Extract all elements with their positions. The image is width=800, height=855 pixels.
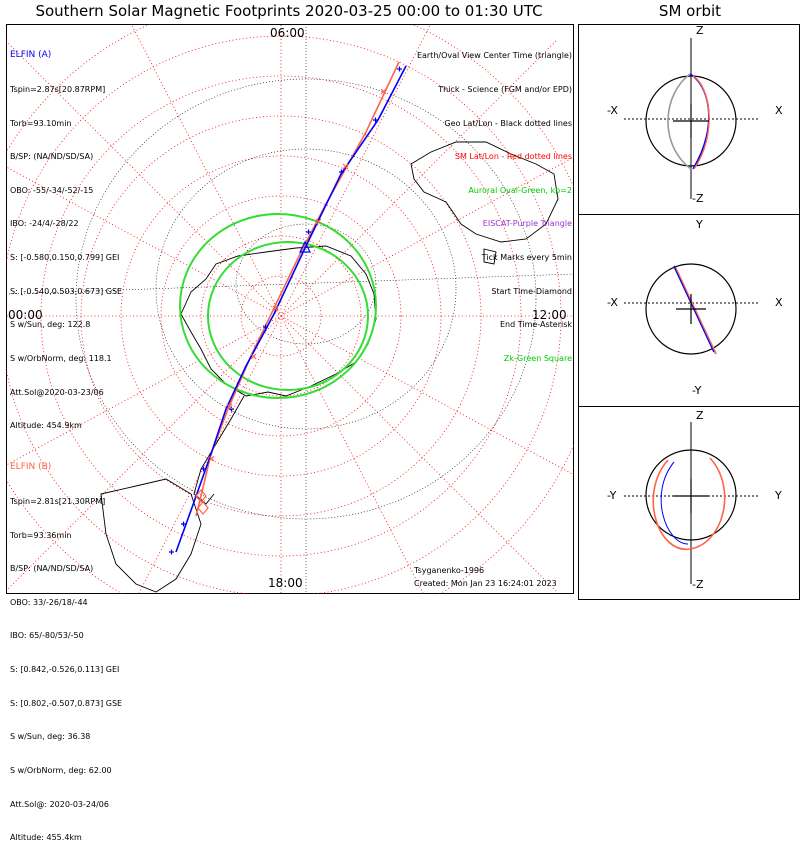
elfin-a-line: S: [-0.580,0.150,0.799] GEI [10, 253, 120, 263]
orbit-divider-2 [578, 406, 800, 407]
orbit3-bottom-label: -Z [692, 578, 704, 591]
map-legend: Earth/Oval View Center Time (triangle) T… [417, 28, 572, 375]
elfin-b-line: OBO: 33/-26/18/-44 [10, 597, 88, 607]
elfin-a-line: Att.Sol@2020-03-23/06 [10, 387, 104, 397]
elfin-b-line: S w/Sun, deg: 36.38 [10, 732, 91, 742]
elfin-a-line: Torb=93.10min [10, 118, 72, 128]
orbit3-right-label: Y [775, 489, 782, 502]
elfin-a-line: OBO: -55/-34/-52/-15 [10, 185, 94, 195]
elfin-a-view-center-triangle [299, 240, 311, 253]
orbit-panel-xy [624, 263, 758, 355]
legend-item: Tick Marks every 5min [481, 253, 572, 263]
orbit2-top-label: Y [696, 218, 703, 231]
elfin-a-line: S w/OrbNorm, deg: 118.1 [10, 353, 112, 363]
elfin-b-line: S w/OrbNorm, deg: 62.00 [10, 765, 112, 775]
elfin-a-info: ELFIN (A) Tspin=2.87s[20.87RPM] Torb=93.… [10, 28, 122, 443]
page-title: Southern Solar Magnetic Footprints 2020-… [35, 2, 543, 20]
orbit-title: SM orbit [658, 2, 722, 20]
elfin-b-line: B/SP: (NA/ND/SD/SA) [10, 564, 94, 574]
elfin-b-line: Att.Sol@: 2020-03-24/06 [10, 799, 109, 809]
elfin-a-tick-marks [169, 66, 402, 555]
legend-item: Geo Lat/Lon - Black dotted lines [444, 118, 572, 128]
auroral-oval-inner [207, 241, 369, 391]
elfin-a-line: Altitude: 454.9km [10, 421, 82, 431]
orbit-divider-1 [578, 214, 800, 215]
legend-item: Earth/Oval View Center Time (triangle) [416, 51, 572, 61]
south-america-coastline [100, 478, 202, 593]
elfin-a-title: ELFIN (A) [10, 50, 52, 61]
geo-grid [6, 24, 574, 594]
legend-item: Auroral Oval-Green, kp=2 [468, 185, 572, 195]
footprint-map [6, 24, 574, 598]
elfin-a-line: IBO: -24/4/-28/22 [10, 219, 79, 229]
legend-item: End Time-Asterisk [499, 320, 572, 330]
elfin-a-track [175, 65, 407, 553]
legend-item: Thick - Science (FGM and/or EPD) [438, 85, 572, 95]
orbit2-left-label: -X [607, 296, 618, 309]
elfin-b-track [195, 61, 400, 517]
model-label: Tsyganenko-1996 [414, 566, 485, 575]
elfin-b-line: Altitude: 455.4km [10, 833, 82, 843]
orbit2-right-label: X [775, 296, 783, 309]
orbit3-top-label: Z [696, 409, 704, 422]
elfin-b-line: S: [0.842,-0.526,0.113] GEI [10, 665, 120, 675]
legend-item: Zk-Green Square [503, 353, 572, 363]
orbit2-bottom-label: -Y [692, 384, 702, 397]
elfin-b-info: ELFIN (B) Tspin=2.81s[21.30RPM] Torb=93.… [10, 440, 122, 855]
elfin-b-line: IBO: 65/-80/53/-50 [10, 631, 84, 641]
orbit1-right-label: X [775, 104, 783, 117]
antarctic-peninsula [193, 395, 245, 505]
legend-item: EISCAT-Purple Triangle [482, 219, 572, 229]
legend-item: SM Lat/Lon - Red dotted lines [454, 152, 572, 162]
legend-item: Start Time-Diamond [491, 286, 572, 296]
orbit-panels [624, 38, 758, 584]
elfin-a-line: S: [-0.540,0.503,0.673] GSE [10, 286, 123, 296]
footprint-map-frame [6, 24, 574, 594]
tasmania [483, 248, 497, 265]
elfin-b-title: ELFIN (B) [10, 462, 52, 473]
orbit3-left-label: -Y [607, 489, 617, 502]
elfin-a-line: B/SP: (NA/ND/SD/SA) [10, 152, 94, 162]
map-tick-left: 00:00 [8, 308, 43, 322]
map-tick-top: 06:00 [270, 26, 305, 40]
sm-grid [6, 24, 574, 594]
elfin-b-line: Tspin=2.81s[21.30RPM] [10, 497, 106, 507]
map-tick-bottom: 18:00 [268, 576, 303, 590]
orbit-panel-xz [624, 38, 758, 199]
created-timestamp: Created: Mon Jan 23 16:24:01 2023 [414, 579, 557, 588]
auroral-oval-outer [179, 213, 377, 399]
elfin-b-diamond-2 [197, 501, 209, 515]
elfin-a-line: Tspin=2.87s[20.87RPM] [10, 85, 106, 95]
orbit1-left-label: -X [607, 104, 618, 117]
orbit1-bottom-label: -Z [692, 192, 704, 205]
orbit-panel-yz [624, 422, 758, 584]
australia-coastline [410, 141, 559, 243]
elfin-b-tick-marks [208, 88, 387, 462]
elfin-b-line: Torb=93.36min [10, 530, 72, 540]
elfin-b-line: S: [0.802,-0.507,0.873] GSE [10, 698, 123, 708]
map-tick-right: 12:00 [532, 308, 567, 322]
orbit1-top-label: Z [696, 24, 704, 37]
elfin-b-diamond [195, 489, 207, 503]
elfin-a-line: S w/Sun, deg: 122.8 [10, 320, 91, 330]
